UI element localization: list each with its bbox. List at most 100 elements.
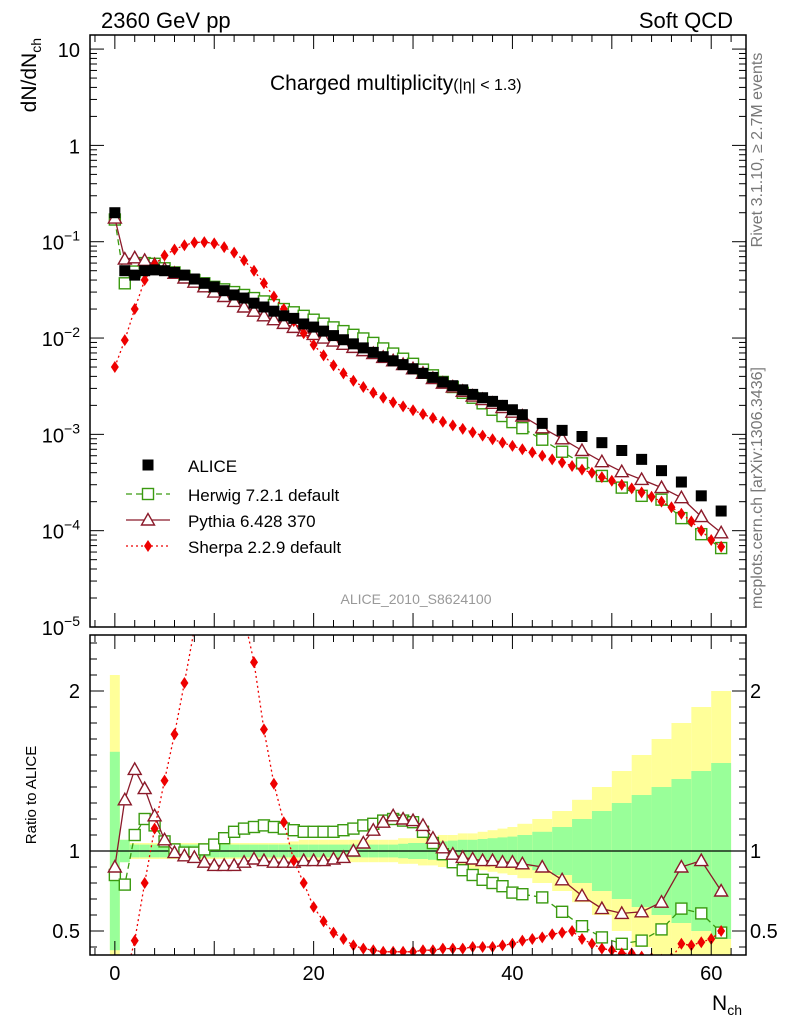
- point-sherpa: [428, 411, 437, 424]
- point-alice: [387, 355, 399, 367]
- ratio-point-sherpa: [597, 942, 606, 955]
- ratio-point-sherpa: [568, 925, 577, 937]
- ratio-panel: 0.5 0.5 1 1 2 2 0 20 40 60 Ratio to ALICE Nch: [23, 611, 778, 1018]
- point-sherpa: [607, 474, 616, 487]
- point-alice: [308, 321, 320, 333]
- point-sherpa: [379, 391, 388, 404]
- ratio-point-sherpa: [240, 611, 248, 623]
- ratio-point-pythia: [216, 857, 232, 872]
- ratio-y-tick-label-right: 2: [750, 681, 761, 703]
- point-alice: [596, 437, 608, 449]
- ratio-point-sherpa: [349, 939, 358, 952]
- ratio-point-pythia: [425, 830, 441, 844]
- point-sherpa: [349, 374, 358, 387]
- energy-label: 2360 GeV pp: [101, 8, 231, 33]
- point-sherpa: [409, 404, 418, 417]
- point-alice: [516, 409, 528, 421]
- ratio-point-herwig: [655, 923, 668, 936]
- ratio-point-pythia: [345, 843, 362, 857]
- ratio-point-pythia: [504, 854, 521, 868]
- point-sherpa: [697, 524, 706, 537]
- ratio-point-pythia: [614, 905, 630, 920]
- x-axis-label: Nch: [712, 992, 742, 1018]
- ratio-point-pythia: [325, 851, 342, 865]
- y-tick-label: 10−1: [42, 228, 80, 255]
- ratio-point-pythia: [355, 835, 372, 849]
- point-sherpa: [240, 254, 249, 267]
- plot-title: Charged multiplicity(|η| < 1.3): [270, 72, 522, 95]
- ratio-point-pythia: [415, 817, 431, 832]
- ratio-point-sherpa: [250, 656, 258, 669]
- point-sherpa: [389, 396, 398, 409]
- point-pythia: [594, 453, 610, 468]
- ratio-point-pythia: [206, 857, 222, 872]
- point-alice: [288, 312, 300, 324]
- point-sherpa: [548, 453, 557, 466]
- ratio-point-sherpa: [438, 942, 447, 955]
- point-pythia: [574, 442, 590, 457]
- point-sherpa: [667, 501, 676, 514]
- point-sherpa: [369, 386, 378, 399]
- ratio-y-tick-label: 1: [69, 841, 80, 863]
- legend-marker: [142, 459, 154, 471]
- ratio-point-pythia: [395, 811, 411, 825]
- point-sherpa: [230, 246, 239, 259]
- point-sherpa: [418, 408, 427, 421]
- ratio-point-pythia: [256, 852, 272, 867]
- point-pythia: [276, 315, 292, 330]
- point-sherpa: [170, 243, 179, 256]
- ratio-point-pythia: [196, 854, 213, 868]
- point-sherpa: [627, 482, 636, 495]
- point-alice: [496, 399, 508, 411]
- ratio-series-sherpa: [111, 611, 726, 1014]
- ratio-point-pythia: [594, 900, 610, 915]
- point-alice: [467, 388, 479, 400]
- ratio-point-pythia: [186, 849, 203, 864]
- ratio-frame: [89, 634, 747, 956]
- point-alice: [427, 371, 439, 383]
- ratio-y-tick-label: 0.5: [52, 921, 80, 943]
- ratio-point-sherpa: [458, 942, 467, 955]
- ratio-point-sherpa: [538, 931, 547, 944]
- point-alice: [407, 363, 419, 375]
- ratio-point-sherpa: [359, 942, 368, 955]
- point-sherpa: [210, 237, 219, 250]
- ratio-point-pythia: [176, 847, 193, 862]
- point-herwig: [118, 277, 131, 290]
- ratio-point-herwig: [635, 934, 648, 947]
- ratio-point-pythia: [276, 854, 292, 868]
- x-tick-label: 0: [109, 963, 120, 985]
- point-alice: [178, 269, 190, 281]
- ratio-point-sherpa: [319, 915, 328, 928]
- ratio-point-sherpa: [548, 928, 557, 941]
- main-frame: [89, 34, 747, 628]
- point-alice: [377, 351, 389, 363]
- legend-marker: [144, 540, 152, 552]
- legend-label: Herwig 7.2.1 default: [188, 486, 339, 505]
- point-sherpa: [558, 456, 567, 469]
- point-sherpa: [339, 367, 348, 380]
- point-pythia: [633, 471, 650, 486]
- ratio-point-herwig: [118, 878, 131, 891]
- point-sherpa: [478, 429, 487, 442]
- point-sherpa: [578, 463, 586, 476]
- point-sherpa: [568, 459, 577, 472]
- legend-label: Pythia 6.428 370: [188, 512, 316, 531]
- point-alice: [536, 417, 548, 429]
- point-alice: [477, 392, 489, 404]
- ratio-point-sherpa: [259, 723, 268, 736]
- ratio-y-tick-label-right: 0.5: [750, 921, 778, 943]
- point-pythia: [713, 524, 729, 539]
- point-alice: [576, 431, 588, 443]
- ratio-point-pythia: [127, 761, 143, 776]
- ratio-point-sherpa: [677, 937, 686, 950]
- ratio-point-sherpa: [111, 1002, 119, 1014]
- point-pythia: [673, 489, 690, 504]
- ratio-point-sherpa: [617, 947, 626, 955]
- point-sherpa: [299, 327, 308, 340]
- mcplots-label: mcplots.cern.ch [arXiv:1306.3436]: [749, 367, 766, 609]
- point-herwig: [555, 445, 569, 458]
- point-sherpa: [259, 277, 268, 290]
- point-pythia: [315, 330, 332, 344]
- point-sherpa: [587, 466, 596, 479]
